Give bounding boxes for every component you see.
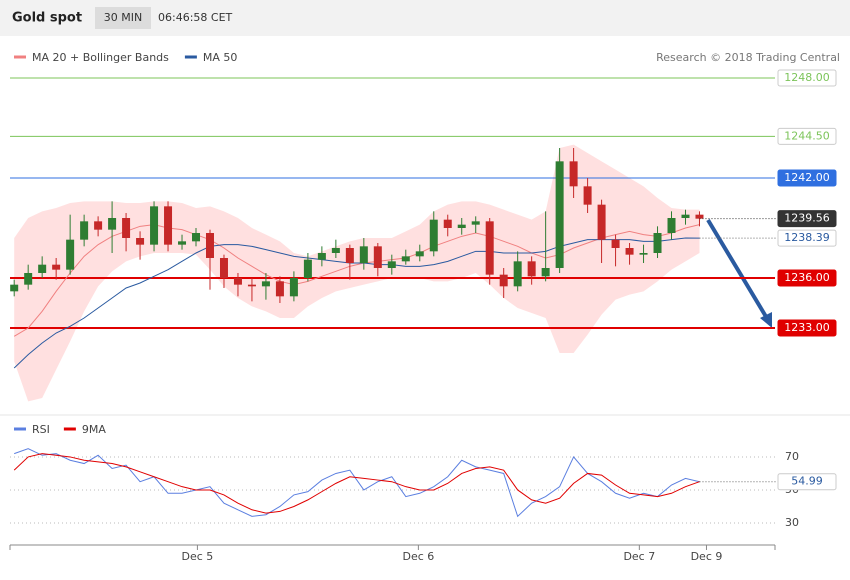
candle-body (247, 284, 256, 287)
candle-body (527, 261, 536, 277)
candle-body (178, 241, 187, 245)
candle-body (443, 219, 452, 228)
credit: Research © 2018 Trading Central (656, 51, 840, 64)
rsi-line (14, 448, 700, 518)
time: 06:46:58 CET (158, 11, 233, 24)
candle-body (38, 264, 47, 273)
candle-body (611, 239, 620, 248)
ma50-label: 1238.39 (784, 231, 830, 244)
candle-body (345, 248, 354, 263)
candle-body (10, 284, 19, 292)
candle-body (275, 281, 284, 297)
candle-body (219, 258, 228, 278)
rsi-label-box (777, 473, 837, 491)
candle-body (136, 238, 145, 245)
rsi-legend-label: 9MA (82, 423, 106, 436)
level-label-box (777, 69, 837, 87)
candle-body (471, 221, 480, 225)
rsi-line (13, 453, 700, 514)
candle-body (317, 253, 326, 260)
candle-body (695, 214, 704, 219)
price-label: 1239.56 (784, 212, 830, 225)
interval-box (95, 7, 151, 29)
candle-body (625, 248, 634, 255)
candle-body (373, 246, 382, 268)
x-tick-label: Dec 7 (623, 550, 655, 563)
level-label: 1244.50 (784, 129, 830, 142)
candle-body (66, 239, 75, 270)
candle-body (205, 233, 214, 258)
x-tick-label: Dec 5 (182, 550, 214, 563)
candle-body (415, 251, 424, 257)
candle-body (122, 218, 131, 238)
level-label: 1242.00 (784, 171, 830, 184)
candle-body (289, 278, 298, 297)
ma50-line (13, 237, 700, 369)
candle-body (24, 273, 33, 285)
forecast-arrowhead (760, 312, 772, 328)
x-tick-label: Dec 6 (402, 550, 434, 563)
x-tick-label: Dec 9 (691, 550, 723, 563)
rsi-tick-label: 70 (785, 450, 799, 463)
candle-body (429, 219, 438, 252)
candle-body (359, 246, 368, 263)
candle-body (303, 259, 312, 278)
candle-body (331, 248, 340, 253)
bollinger-band (14, 144, 700, 402)
legend-label: MA 50 (203, 51, 238, 64)
candle-body (94, 221, 103, 230)
forecast-arrow (706, 218, 770, 322)
candle-body (164, 206, 173, 245)
ma50-label-box (777, 229, 837, 247)
candle-body (192, 233, 201, 242)
candle-body (108, 218, 117, 230)
level-label-box (777, 127, 837, 145)
candle-body (485, 221, 494, 275)
title: Gold spot (12, 11, 82, 26)
candle-body (513, 261, 522, 287)
candle-body (499, 274, 508, 287)
price-label-box (777, 210, 837, 228)
candle-body (541, 268, 550, 277)
candle-body (569, 161, 578, 187)
candle-body (150, 206, 159, 245)
candle-body (667, 218, 676, 233)
candle-body (555, 161, 564, 268)
candle-body (597, 204, 606, 240)
rsi-tick-label: 30 (785, 516, 799, 529)
candle-body (261, 281, 270, 287)
candle-body (583, 186, 592, 205)
candle-body (52, 264, 61, 270)
candle-body (401, 256, 410, 262)
candle-body (653, 233, 662, 253)
candle-body (639, 253, 648, 255)
candle-body (681, 214, 690, 218)
candle-body (233, 278, 242, 285)
level-label-box (777, 319, 837, 337)
level-label-box (777, 269, 837, 287)
level-label: 1248.00 (784, 71, 830, 84)
rsi-legend-label: RSI (32, 423, 50, 436)
candle-body (80, 221, 89, 240)
interval: 30 MIN (104, 11, 142, 24)
level-label-box (777, 169, 837, 187)
rsi-label: 54.99 (791, 475, 823, 488)
level-label: 1233.00 (784, 321, 830, 334)
candle-body (387, 261, 396, 268)
candle-body (457, 224, 466, 228)
level-label: 1236.00 (784, 271, 830, 284)
legend-label: MA 20 + Bollinger Bands (32, 51, 169, 64)
